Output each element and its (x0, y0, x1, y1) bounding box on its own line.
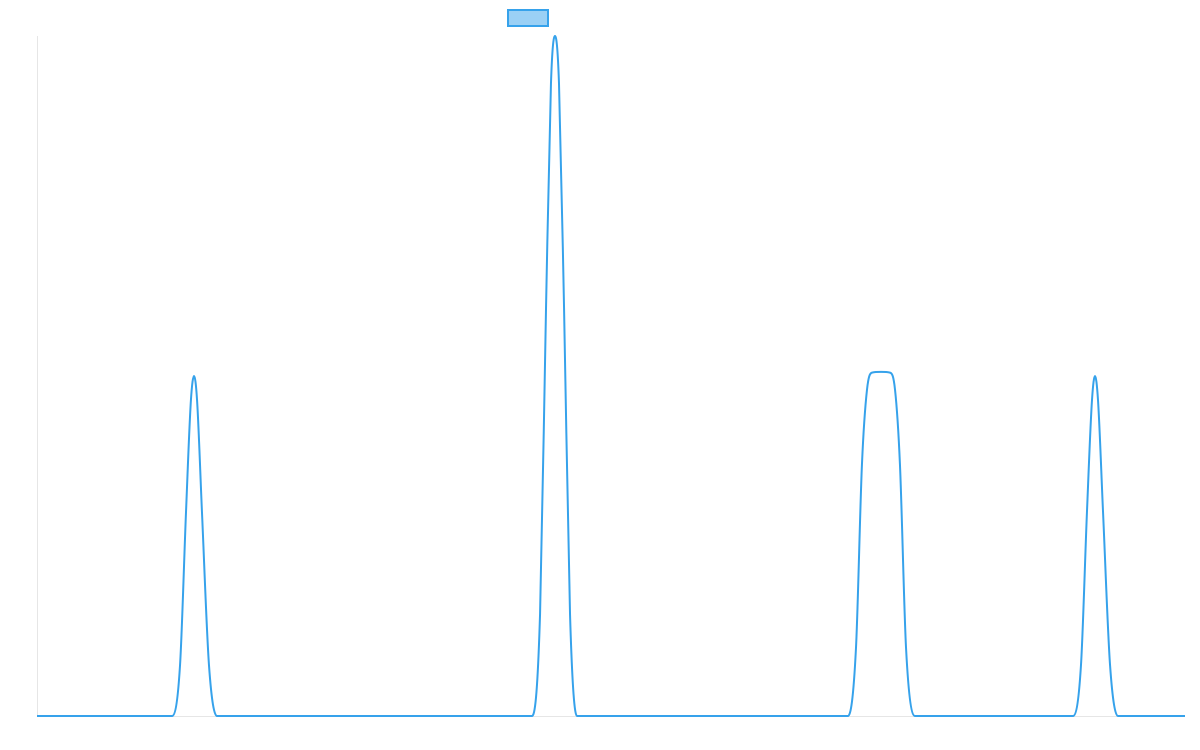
legend-swatch (507, 9, 549, 27)
line-series (37, 35, 1185, 718)
